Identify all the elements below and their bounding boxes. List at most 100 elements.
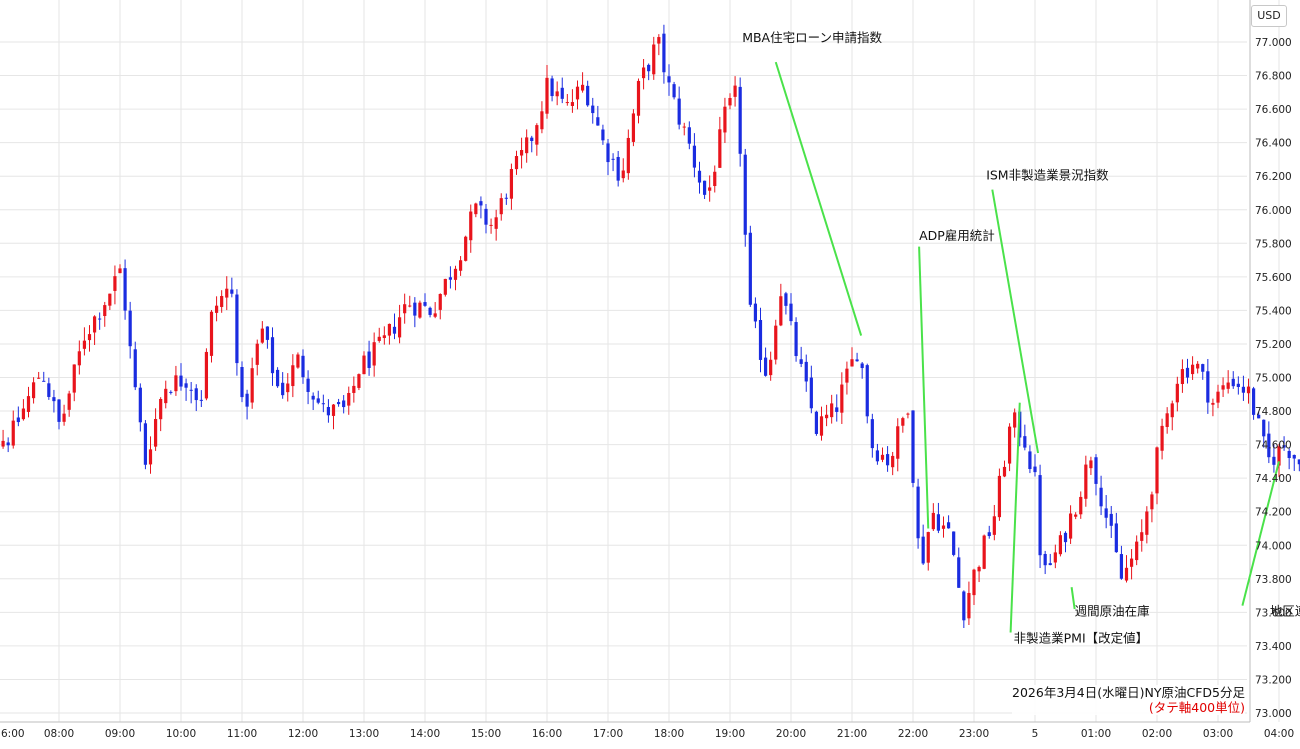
candle <box>336 398 341 407</box>
candle <box>540 101 544 134</box>
x-tick-label: 12:00 <box>288 728 318 740</box>
x-tick-label: 6:00 <box>1 728 25 740</box>
candle <box>270 327 275 386</box>
candle <box>194 384 198 412</box>
caption-title: 2026年3月4日(水曜日)NY原油CFD5分足 <box>1012 685 1245 700</box>
candle <box>621 158 625 183</box>
y-tick-label: 73.400 <box>1255 641 1292 653</box>
candle <box>77 340 81 375</box>
x-tick-label: 13:00 <box>349 728 379 740</box>
candle <box>392 313 397 340</box>
y-tick-label: 76.800 <box>1255 71 1292 83</box>
candle <box>403 293 407 324</box>
candle <box>885 446 890 472</box>
candle <box>209 310 214 363</box>
candle <box>113 265 117 305</box>
x-tick-label: 09:00 <box>105 728 135 740</box>
candle <box>52 389 56 413</box>
candle <box>824 404 829 427</box>
candle <box>184 378 188 401</box>
candle <box>865 363 869 424</box>
candle <box>575 80 580 110</box>
x-tick-label: 01:00 <box>1081 728 1111 740</box>
candle <box>952 531 956 557</box>
candle <box>611 153 615 172</box>
candle <box>479 196 483 219</box>
candle <box>1155 446 1159 505</box>
candle <box>438 293 442 320</box>
chart-caption: 2026年3月4日(水曜日)NY原油CFD5分足 (タテ軸400単位) <box>1012 685 1245 715</box>
candle <box>555 81 559 106</box>
candle <box>413 297 417 328</box>
candle <box>235 289 239 376</box>
candle <box>804 354 808 392</box>
candle <box>697 161 702 194</box>
y-tick-label: 75.000 <box>1255 373 1292 385</box>
candle <box>372 332 376 377</box>
candle <box>72 364 76 402</box>
candle <box>565 94 569 106</box>
candle <box>774 319 778 365</box>
candle <box>519 137 524 169</box>
y-tick-label: 74.400 <box>1255 473 1292 485</box>
candle <box>830 394 834 424</box>
candle <box>98 312 102 330</box>
candle <box>123 259 127 320</box>
candle <box>1002 460 1007 478</box>
candle <box>1251 386 1256 420</box>
candle <box>1257 411 1261 419</box>
candle <box>240 361 244 403</box>
candle <box>1114 512 1118 553</box>
candle <box>723 97 727 143</box>
candle <box>946 515 951 529</box>
y-tick-label: 74.200 <box>1255 507 1292 519</box>
candle <box>845 361 849 395</box>
candle <box>814 410 819 436</box>
candle <box>16 406 20 427</box>
candle <box>103 301 107 327</box>
candle <box>733 76 737 107</box>
candle <box>906 412 910 419</box>
candle <box>855 352 859 362</box>
candle <box>21 399 26 421</box>
y-tick-label: 73.800 <box>1255 574 1292 586</box>
candle <box>896 418 900 472</box>
candle <box>1267 421 1271 464</box>
x-tick-label: 15:00 <box>471 728 501 740</box>
candle <box>972 568 976 605</box>
candle <box>321 394 325 413</box>
candle <box>779 283 783 327</box>
candle <box>57 399 61 430</box>
candle <box>652 36 656 80</box>
candle <box>702 180 707 199</box>
y-tick-label: 75.400 <box>1255 305 1292 317</box>
candle <box>1124 555 1129 583</box>
x-tick-label: 03:00 <box>1203 728 1233 740</box>
candle <box>560 77 564 104</box>
candle <box>880 447 885 463</box>
candle <box>641 59 646 90</box>
candle <box>189 381 193 404</box>
candle <box>255 339 259 376</box>
candle <box>464 235 468 262</box>
candle <box>357 373 361 391</box>
candle <box>662 24 666 84</box>
x-tick-label: 21:00 <box>837 728 867 740</box>
candle <box>311 392 315 411</box>
candle <box>525 129 529 163</box>
candle <box>1185 358 1190 384</box>
candle <box>1074 512 1078 520</box>
candle <box>326 399 331 423</box>
candle <box>143 420 148 470</box>
candle <box>687 121 691 150</box>
candle <box>469 204 473 253</box>
candle <box>245 389 249 420</box>
candle <box>118 264 122 274</box>
candle <box>1094 454 1098 496</box>
currency-badge[interactable]: USD <box>1251 5 1287 27</box>
candle <box>758 307 763 373</box>
candle <box>992 504 996 541</box>
candle <box>1033 454 1037 477</box>
y-tick-label: 73.200 <box>1255 674 1292 686</box>
candle <box>82 327 87 356</box>
